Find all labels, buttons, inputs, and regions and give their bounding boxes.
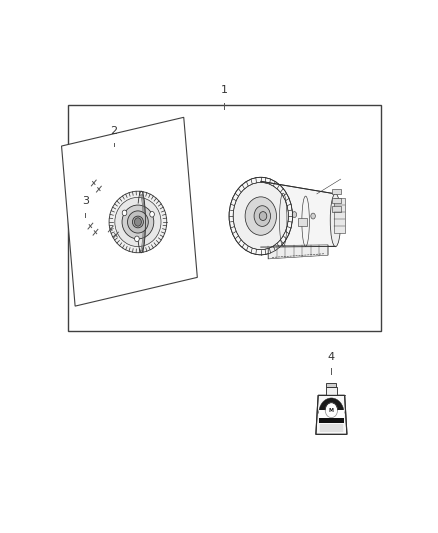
Circle shape <box>122 210 127 216</box>
Text: 2: 2 <box>110 126 118 136</box>
Polygon shape <box>261 181 336 247</box>
Circle shape <box>150 212 154 217</box>
Ellipse shape <box>122 205 154 239</box>
Text: 3: 3 <box>82 196 89 206</box>
Ellipse shape <box>259 212 267 221</box>
Ellipse shape <box>132 216 143 228</box>
Polygon shape <box>316 395 347 434</box>
Ellipse shape <box>330 193 341 247</box>
Circle shape <box>134 236 139 241</box>
Ellipse shape <box>311 213 315 219</box>
Polygon shape <box>268 245 328 259</box>
Text: M: M <box>329 408 334 413</box>
Ellipse shape <box>254 206 271 227</box>
Wedge shape <box>319 398 344 413</box>
Bar <box>298 219 307 225</box>
Circle shape <box>134 218 141 226</box>
Ellipse shape <box>245 197 276 235</box>
Ellipse shape <box>127 211 148 233</box>
Text: 4: 4 <box>328 351 335 361</box>
Bar <box>326 387 337 395</box>
Polygon shape <box>61 117 197 306</box>
Bar <box>332 189 341 194</box>
Bar <box>332 198 341 203</box>
Bar <box>326 383 336 387</box>
Ellipse shape <box>229 177 293 255</box>
Ellipse shape <box>115 197 161 247</box>
Bar <box>334 198 345 233</box>
Text: 1: 1 <box>221 85 228 95</box>
Circle shape <box>325 403 338 418</box>
Bar <box>319 418 344 423</box>
Bar <box>332 206 341 212</box>
Bar <box>319 410 344 419</box>
Ellipse shape <box>109 191 167 253</box>
Ellipse shape <box>292 212 297 217</box>
Ellipse shape <box>233 182 289 249</box>
Bar <box>68 105 381 330</box>
